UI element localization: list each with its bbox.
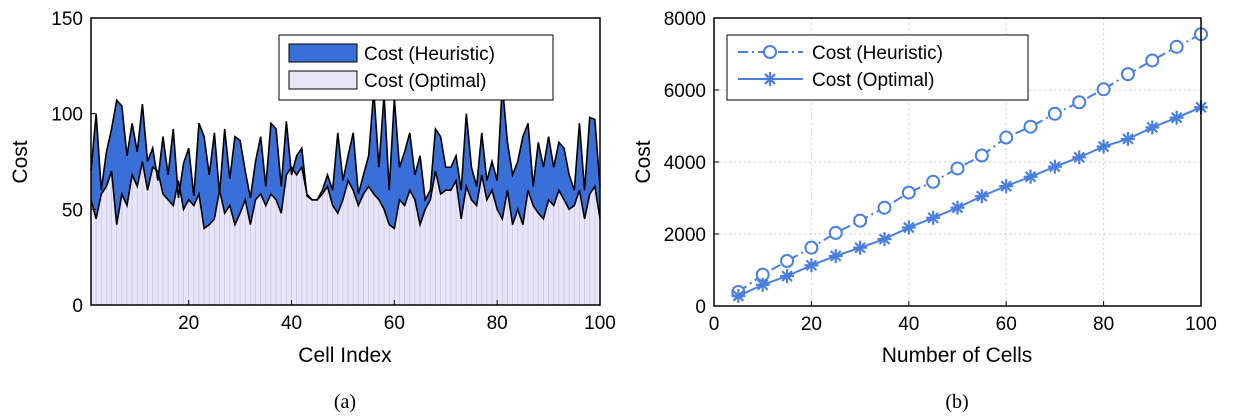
panel-a-ytick-label: 50 <box>62 200 83 221</box>
panel-b-legend: Cost (Heuristic) Cost (Optimal) <box>726 34 1029 101</box>
legend-marker-heuristic <box>763 45 777 59</box>
panel-b-xtick-label: 0 <box>709 314 720 335</box>
panel-b-legend-label-heuristic: Cost (Heuristic) <box>812 43 943 64</box>
point-heuristic <box>877 200 892 215</box>
point-optimal <box>1047 159 1062 174</box>
panel-b-ytick-label: 8000 <box>664 9 706 30</box>
point-optimal <box>755 277 770 292</box>
panel-a-chart: 20 40 60 80 100 0 50 100 150 Cell Index Cost Cos… <box>9 9 616 413</box>
point-heuristic <box>1120 67 1135 82</box>
panel-b-xtick-label: 40 <box>898 314 919 335</box>
point-optimal <box>901 220 916 235</box>
point-heuristic <box>950 161 965 176</box>
point-optimal <box>1023 169 1038 184</box>
panel-b-series <box>731 27 1208 303</box>
point-heuristic <box>1096 82 1111 97</box>
panel-b-ylabel: Cost <box>632 140 655 183</box>
panel-a-axes-box <box>90 17 601 306</box>
panel-b-ytick-label: 4000 <box>664 153 706 174</box>
panel-a-ytick-label: 150 <box>51 9 83 30</box>
panel-b-legend-box <box>726 34 1029 101</box>
point-optimal <box>853 240 868 255</box>
line-optimal <box>737 106 1202 297</box>
panel-b-legend-symbol-optimal <box>738 72 803 86</box>
point-optimal <box>999 179 1014 194</box>
point-heuristic <box>974 148 989 163</box>
point-heuristic <box>804 240 819 255</box>
line-optimal-outline <box>90 161 601 230</box>
panel-b-xtick-label: 20 <box>801 314 822 335</box>
point-heuristic <box>926 174 941 189</box>
point-heuristic <box>1023 119 1038 134</box>
panel-b-xlabel: Number of Cells <box>882 344 1033 367</box>
panel-a-xtick-label: 60 <box>384 313 405 334</box>
panel-a-legend-swatch-heuristic <box>288 43 358 63</box>
panel-a-areas <box>90 84 601 305</box>
caption-a: (a) <box>334 391 356 413</box>
point-heuristic <box>1072 95 1087 110</box>
point-optimal <box>731 288 746 303</box>
point-heuristic <box>1145 53 1160 68</box>
caption-b: (b) <box>945 391 968 413</box>
panel-b-xtick-label: 100 <box>1185 314 1217 335</box>
point-optimal <box>828 248 843 263</box>
point-optimal <box>974 189 989 204</box>
panel-b-ytick-label: 2000 <box>664 225 706 246</box>
panel-b-ytick-label: 6000 <box>664 81 706 102</box>
panel-b-legend-symbol-heuristic <box>738 45 803 59</box>
panel-b-legend-label-optimal: Cost (Optimal) <box>812 70 934 91</box>
point-heuristic <box>780 254 795 268</box>
point-optimal <box>1120 131 1135 146</box>
panel-a-xlabel: Cell Index <box>298 344 392 367</box>
point-heuristic <box>853 213 868 228</box>
point-optimal <box>926 210 941 225</box>
point-heuristic <box>828 225 843 240</box>
point-optimal <box>780 269 795 284</box>
point-heuristic <box>999 130 1014 145</box>
panel-a-legend: Cost (Heuristic) Cost (Optimal) <box>278 34 554 101</box>
point-optimal <box>950 200 965 215</box>
panel-b-xtick-label: 80 <box>1093 314 1114 335</box>
panel-b-xtick-label: 60 <box>996 314 1017 335</box>
area-optimal-hatch <box>90 161 601 305</box>
panel-a-ticks: 20 40 60 80 100 0 50 100 150 <box>51 9 616 334</box>
panel-a-ytick-label: 100 <box>51 105 83 126</box>
panel-a-legend-label-heuristic: Cost (Heuristic) <box>364 44 495 65</box>
point-optimal <box>1145 120 1160 135</box>
panel-b-chart: 0 20 40 60 80 100 0 2000 4000 6000 8000 Number of … <box>632 9 1217 413</box>
panel-a-xtick-label: 40 <box>281 313 302 334</box>
point-optimal <box>1072 150 1087 165</box>
point-heuristic <box>1047 106 1062 121</box>
legend-marker-optimal <box>763 72 777 86</box>
markers-optimal <box>731 100 1208 303</box>
point-heuristic <box>901 185 916 200</box>
panel-a-xtick-label: 100 <box>584 313 616 334</box>
panel-b-ticks: 0 20 40 60 80 100 0 2000 4000 6000 8000 <box>664 9 1217 335</box>
point-optimal <box>804 258 819 273</box>
panel-a-xtick-label: 20 <box>178 313 199 334</box>
point-optimal <box>1096 139 1111 154</box>
panel-a-ytick-label: 0 <box>72 296 83 317</box>
panel-b-ytick-label: 0 <box>695 297 706 318</box>
panel-a-xtick-label: 80 <box>487 313 508 334</box>
line-heuristic-outline <box>90 84 601 203</box>
point-optimal <box>1169 110 1184 125</box>
panel-a-ylabel: Cost <box>9 140 32 183</box>
panel-a-legend-swatch-optimal <box>288 70 358 90</box>
panel-a-legend-label-optimal: Cost (Optimal) <box>364 71 486 92</box>
point-optimal <box>877 232 892 247</box>
point-heuristic <box>1169 39 1184 54</box>
